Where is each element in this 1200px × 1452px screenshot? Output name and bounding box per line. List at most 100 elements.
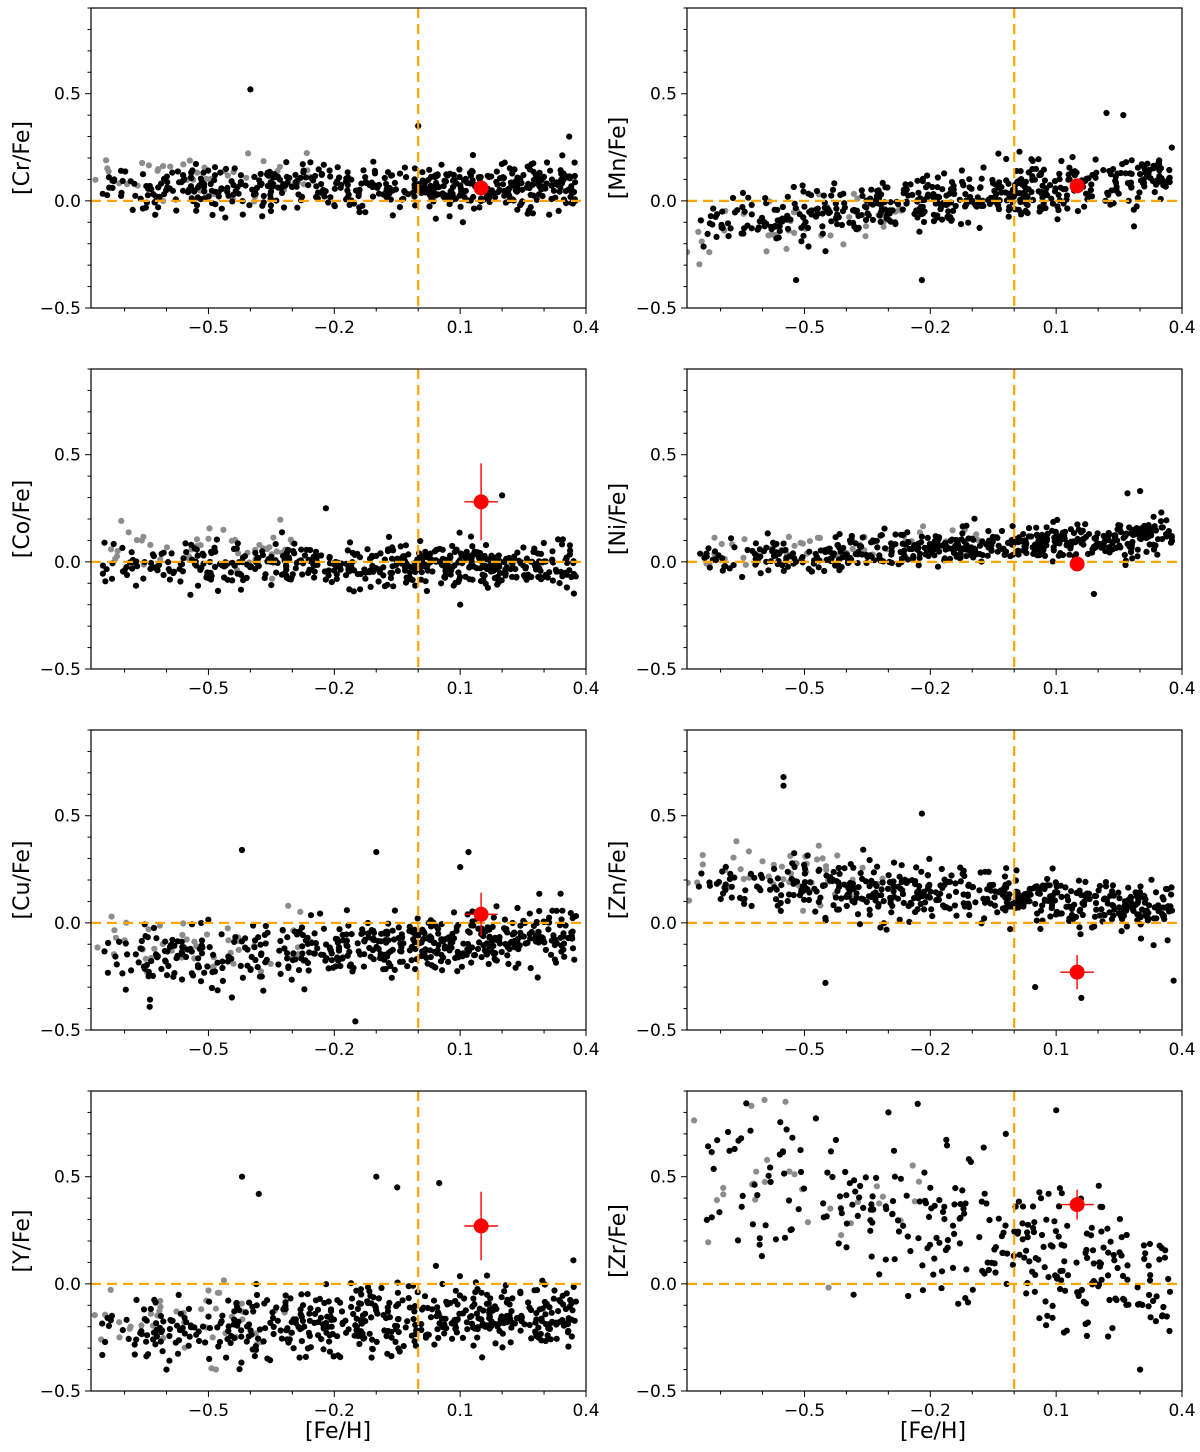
sample-star <box>158 550 165 558</box>
sample-star <box>781 1234 789 1241</box>
sample-star <box>924 872 932 879</box>
sample-star <box>1140 1242 1147 1249</box>
sample-star <box>998 184 1005 191</box>
sample-star <box>928 906 935 913</box>
sample-star <box>755 224 762 231</box>
sample-star <box>157 1312 164 1320</box>
sample-star <box>118 189 125 196</box>
sample-star <box>951 1230 958 1237</box>
sample-star <box>141 1316 148 1323</box>
sample-star <box>838 895 845 902</box>
sample-star <box>440 183 447 190</box>
y-axis-label: [Cr/Fe] <box>10 121 35 195</box>
sample-star <box>325 567 332 574</box>
sample-star <box>1083 190 1090 197</box>
sample-star <box>125 1335 132 1342</box>
sample-star <box>160 571 167 579</box>
sample-star <box>784 898 791 905</box>
x-tick-label: 0.4 <box>1168 318 1195 338</box>
sample-star <box>529 181 536 188</box>
sample-star <box>525 207 532 214</box>
sample-star <box>473 551 480 558</box>
sample-star <box>225 1327 232 1335</box>
sample-star <box>1134 553 1141 560</box>
sample-star-outlier <box>394 1184 401 1191</box>
sample-star <box>1049 865 1056 872</box>
sample-star <box>547 951 555 958</box>
sample-star <box>1118 1234 1125 1241</box>
sample-star <box>1042 1298 1049 1305</box>
sample-star <box>941 555 948 562</box>
sample-star <box>362 174 369 181</box>
sample-star <box>571 956 578 963</box>
sample-star <box>779 215 786 222</box>
x-tick-label: −0.2 <box>910 1401 951 1421</box>
sample-star <box>892 531 899 538</box>
sample-star <box>375 578 382 585</box>
sample-star <box>1068 538 1075 545</box>
x-tick-label: −0.5 <box>784 318 825 338</box>
sample-star <box>419 948 426 955</box>
sample-star <box>1156 1242 1163 1249</box>
sample-star <box>965 881 973 888</box>
sample-star <box>1063 903 1070 910</box>
sample-star <box>836 544 843 551</box>
sample-star <box>432 1262 439 1269</box>
sample-star <box>1111 532 1118 539</box>
axes-frame <box>90 729 587 1031</box>
sample-star <box>411 165 418 172</box>
sample-star <box>821 567 828 575</box>
sample-star <box>257 170 264 178</box>
sample-star-gray <box>230 960 237 967</box>
sample-star <box>941 881 948 889</box>
sample-star <box>1152 542 1159 549</box>
sample-star <box>1102 879 1109 886</box>
sample-star <box>322 576 329 583</box>
sample-star-gray <box>111 927 118 934</box>
sample-star <box>1101 538 1108 545</box>
sample-star <box>1027 891 1034 898</box>
sample-star <box>305 182 312 189</box>
sample-star <box>904 1233 911 1240</box>
sample-star <box>295 967 303 974</box>
sample-star <box>278 1335 285 1342</box>
sample-star-gray <box>114 548 121 555</box>
sample-star <box>885 872 892 879</box>
sample-star <box>356 204 363 211</box>
sample-star <box>134 563 141 570</box>
sample-star <box>837 191 844 199</box>
sample-star <box>505 960 512 968</box>
sample-star <box>698 870 705 877</box>
sample-star <box>1064 1272 1072 1279</box>
sample-star <box>1058 910 1065 917</box>
sample-star-gray <box>127 1323 134 1330</box>
sample-star <box>302 957 309 964</box>
sample-star <box>493 903 500 910</box>
sample-star <box>108 575 116 582</box>
sample-star <box>400 553 407 560</box>
sample-star <box>427 182 434 189</box>
sample-star <box>1058 1277 1065 1284</box>
sample-star <box>952 1185 959 1192</box>
sample-star <box>1064 205 1071 212</box>
sample-star <box>1024 210 1031 217</box>
sample-star <box>563 555 570 562</box>
sample-star-gray <box>785 533 793 541</box>
sample-star <box>867 1227 874 1234</box>
sample-star-gray <box>780 876 787 883</box>
sample-star <box>254 964 261 971</box>
sample-star <box>915 562 922 569</box>
sample-star <box>234 1322 241 1329</box>
sample-star <box>568 1300 575 1307</box>
sample-star <box>981 915 988 922</box>
sample-star <box>345 565 352 572</box>
sample-star <box>870 869 878 876</box>
sample-star-outlier <box>1078 994 1085 1002</box>
sample-star <box>459 219 466 226</box>
sample-star <box>508 573 516 581</box>
sample-star <box>1092 900 1100 907</box>
sample-star-gray <box>94 944 101 951</box>
sample-star-gray <box>193 536 201 543</box>
sample-star <box>373 565 380 572</box>
sample-star <box>1089 171 1096 179</box>
